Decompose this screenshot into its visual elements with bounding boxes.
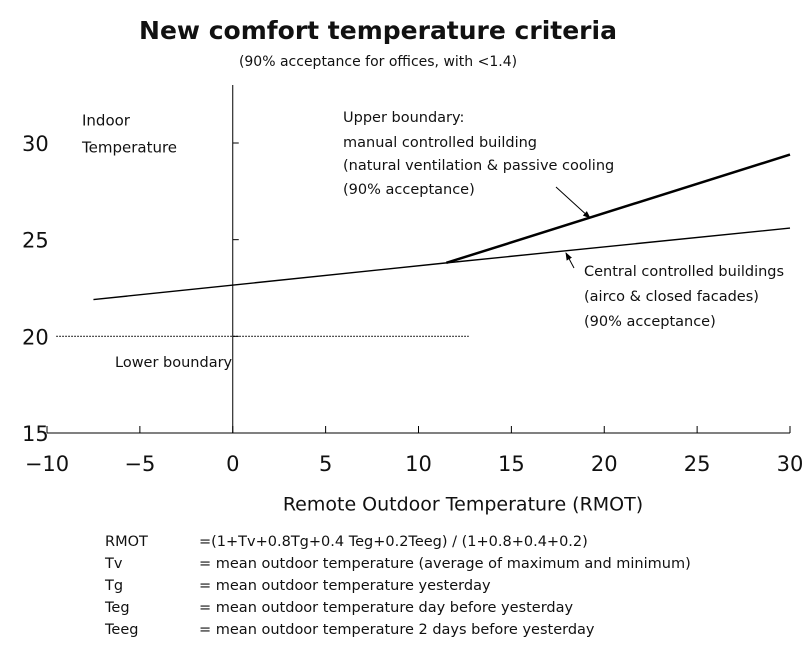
- y-tick-label: 30: [22, 132, 49, 156]
- annotation: Central controlled buildings: [584, 264, 784, 280]
- annotation: (airco & closed facades): [584, 289, 759, 305]
- definition-term: Teg: [104, 600, 130, 616]
- definition-text: = mean outdoor temperature day before ye…: [199, 600, 574, 616]
- x-tick-label: 15: [498, 452, 525, 476]
- y-tick-label: 15: [22, 422, 49, 446]
- y-tick-label: 25: [22, 229, 49, 253]
- definition-text: = mean outdoor temperature (average of m…: [199, 556, 691, 572]
- definition-text: = mean outdoor temperature yesterday: [199, 578, 491, 594]
- x-tick-label: 30: [777, 452, 804, 476]
- x-axis-label: Remote Outdoor Temperature (RMOT): [283, 494, 643, 516]
- y-tick-label: 20: [22, 325, 49, 349]
- x-tick-label: 5: [319, 452, 332, 476]
- chart-title: New comfort temperature criteria: [139, 16, 617, 45]
- x-tick-label: 25: [684, 452, 711, 476]
- definition-term: Tg: [104, 578, 123, 594]
- annotation: (90% acceptance): [343, 182, 475, 198]
- y-axis-label: Indoor: [82, 112, 131, 130]
- x-tick-label: 20: [591, 452, 618, 476]
- x-tick-label: 0: [226, 452, 239, 476]
- definition-text: =(1+Tv+0.8Tg+0.4 Teg+0.2Teeg) / (1+0.8+0…: [199, 534, 588, 550]
- data-line: [445, 153, 791, 265]
- definition-term: Tv: [104, 556, 123, 572]
- x-tick-label: 10: [405, 452, 432, 476]
- arrow: [555, 186, 591, 219]
- annotation: (natural ventilation & passive cooling: [343, 158, 614, 174]
- y-axis-label: Temperature: [81, 139, 177, 157]
- definition-term: Teeg: [104, 622, 138, 638]
- chart-subtitle: (90% acceptance for offices, with <1.4): [239, 54, 517, 70]
- annotation: Lower boundary: [115, 355, 233, 371]
- annotation: (90% acceptance): [584, 314, 716, 330]
- definition-text: = mean outdoor temperature 2 days before…: [199, 622, 595, 638]
- arrow: [565, 252, 575, 269]
- x-tick-label: −5: [124, 452, 155, 476]
- annotation: Upper boundary:: [343, 110, 464, 126]
- x-tick-label: −10: [25, 452, 69, 476]
- annotation: manual controlled building: [343, 135, 537, 151]
- definition-term: RMOT: [105, 534, 148, 550]
- data-line: [93, 227, 791, 301]
